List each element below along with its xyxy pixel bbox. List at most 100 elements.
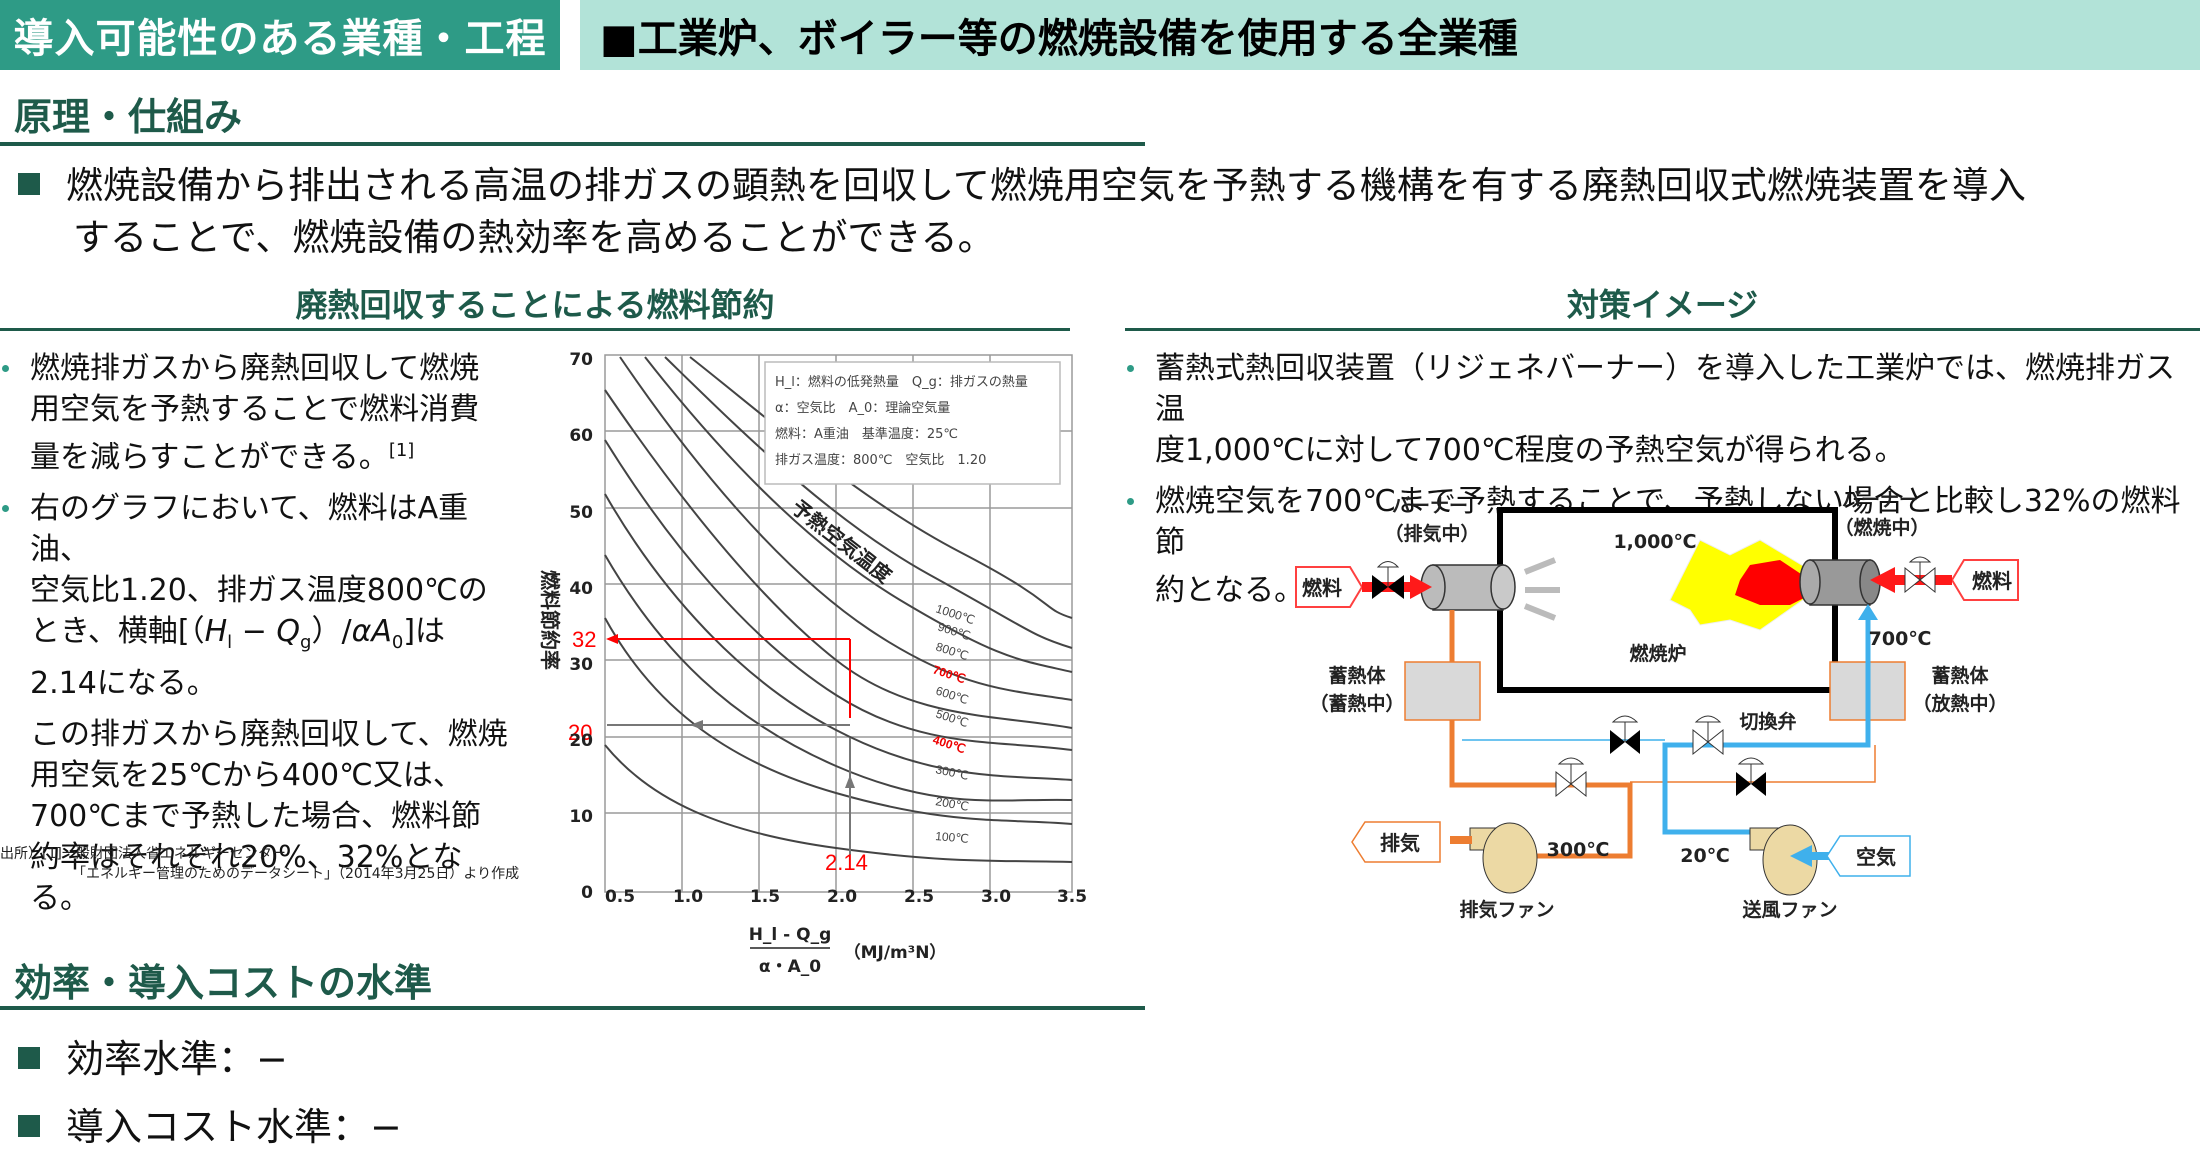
cost-level: 導入コスト水準：− [18,1096,402,1151]
citation-ref: [1] [388,440,415,461]
valve-closed-icon [1372,561,1404,599]
svg-text:（蓄熱中）: （蓄熱中） [1309,692,1404,715]
source-citation: 出所）[1]一般財団法人省エネルギーセンター 「エネルギー管理のためのデータシー… [0,846,520,882]
svg-text:燃焼炉: 燃焼炉 [1629,642,1686,665]
svg-text:70: 70 [569,350,593,370]
bullet-item: 右のグラフにおいて、燃料はA重油、 空気比1.20、排ガス温度800℃の とき、… [0,488,510,704]
svg-text:バーナー: バーナー [1842,489,1918,511]
description-line-2: することで、燃焼設備の熱効率を高めることができる。 [73,216,995,259]
svg-text:30: 30 [569,655,593,675]
y-axis-ticks: 0 10 20 30 40 50 60 70 [569,350,593,903]
y-axis-label: 燃料節約率 [538,570,562,670]
svg-text:3.0: 3.0 [981,887,1011,907]
switch-valve-icon [1555,757,1587,798]
svg-text:燃料: 燃料 [1972,569,2012,593]
svg-text:400℃: 400℃ [931,733,967,757]
efficiency-level: 効率水準：− [18,1028,288,1083]
svg-text:2.0: 2.0 [827,887,857,907]
svg-text:H_l：燃料の低発熱量 Q_g：排ガスの熱量: H_l：燃料の低発熱量 Q_g：排ガスの熱量 [775,374,1028,390]
air-inlet [1826,835,1911,877]
bullet-dot-icon [2,505,9,512]
square-bullet-icon [18,172,40,195]
bullet-line: 量を減らすことができる。 [30,440,389,475]
svg-text:排ガス温度：800℃ 空気比 1.20: 排ガス温度：800℃ 空気比 1.20 [775,452,986,468]
air-arrow-up-icon [1858,604,1878,620]
principle-divider [0,142,1145,146]
svg-text:（排気中）: （排気中） [1384,522,1479,545]
svg-text:バーナー: バーナー [1392,495,1468,517]
svg-text:0.5: 0.5 [605,887,635,907]
valve-open-icon [1904,556,1936,594]
annotation-labels: 32 20 2.14 [568,627,868,875]
svg-text:送風ファン: 送風ファン [1742,898,1837,921]
exhaust-outlet [1351,821,1441,863]
svg-text:32: 32 [572,627,596,652]
bullet-dot-icon [1127,498,1134,505]
switch-valve-icon [1692,715,1724,756]
left-panel-divider [0,328,1070,331]
chart-legend-box [764,361,1061,485]
svg-text:空気: 空気 [1856,845,1896,869]
right-panel-bullets: 蓄熱式熱回収装置（リジェネバーナー）を導入した工業炉では、燃焼排ガス温 度1,0… [1125,348,2200,621]
svg-text:300℃: 300℃ [1547,839,1610,861]
x-axis-ticks: 0.5 1.0 1.5 2.0 2.5 3.0 3.5 [605,887,1087,907]
right-burner-icon [1799,559,1881,606]
svg-text:500℃: 500℃ [934,707,970,731]
preheat-curves [604,356,1073,863]
switch-valve-icon [1736,757,1766,796]
explanation-paragraph: この排ガスから廃熱回収して、燃焼 用空気を25℃から400℃又は、 700℃まで… [30,717,508,916]
chart-svg: 1000℃ 900℃ 800℃ 700℃ 600℃ 500℃ 400℃ 300℃… [538,350,1087,977]
svg-text:20℃: 20℃ [1680,845,1729,867]
exhaust-fan-icon [1469,822,1538,894]
principle-title: 原理・仕組み [14,95,243,139]
bullet-line: 空気比1.20、排ガス温度800℃の [30,573,488,608]
chart-legend-text: H_l：燃料の低発熱量 Q_g：排ガスの熱量 α：空気比 A_0：理論空気量 燃… [775,374,1028,468]
right-panel-divider [1125,328,2200,331]
fuel-inlet-left [1295,566,1364,608]
svg-text:2.14: 2.14 [825,850,868,875]
svg-text:2.5: 2.5 [904,887,934,907]
left-panel-bullets: 燃焼排ガスから廃熱回収して燃焼 用空気を予熱することで燃料消費 量を減らすことが… [0,348,510,919]
principle-description: 燃焼設備から排出される高温の排ガスの顕熱を回収して燃焼用空気を予熱する機構を有す… [18,160,2198,264]
bullet-item: 蓄熱式熱回収装置（リジェネバーナー）を導入した工業炉では、燃焼排ガス温 度1,0… [1125,348,2200,471]
bullet-line: 用空気を予熱することで燃料消費 [30,392,480,427]
svg-text:20: 20 [569,731,593,751]
air-pipe [1662,615,1871,835]
svg-text:60: 60 [569,426,593,446]
svg-text:1.0: 1.0 [673,887,703,907]
fuel-arrow-left-icon [1410,575,1432,599]
svg-text:100℃: 100℃ [935,829,970,846]
svg-text:燃料: 燃料 [1302,576,1342,600]
svg-text:（MJ/m³N）: （MJ/m³N） [844,942,947,963]
svg-text:300℃: 300℃ [934,762,970,783]
fuel-saving-title: 廃熱回収することによる燃料節約 [295,286,775,324]
regenerative-burner-diagram: 燃料 燃料 [1295,489,2019,921]
svg-text:（燃焼中）: （燃焼中） [1834,516,1929,539]
bullet-dot-icon [2,365,9,372]
flame-inner-icon [1735,560,1810,605]
fuel-inlet-right [1950,559,2019,601]
svg-text:40: 40 [569,579,593,599]
bullet-line: 右のグラフにおいて、燃料はA重油、 [30,491,469,567]
countermeasure-image-title: 対策イメージ [1566,286,1759,324]
description-line-1: 燃焼設備から排出される高温の排ガスの顕熱を回収して燃焼用空気を予熱する機構を有す… [66,164,2026,207]
svg-text:10: 10 [569,807,593,827]
svg-text:200℃: 200℃ [934,794,969,814]
exhaust-pipe [1449,610,1633,859]
svg-text:切換弁: 切換弁 [1739,710,1796,733]
svg-text:燃料：A重油 基準温度：25℃: 燃料：A重油 基準温度：25℃ [775,426,958,442]
svg-text:（放熱中）: （放熱中） [1912,692,2007,715]
svg-text:700℃: 700℃ [1869,628,1932,650]
fuel-arrow-right-icon [1870,567,1895,593]
svg-text:700℃: 700℃ [931,663,967,687]
efficiency-title: 効率・導入コストの水準 [14,961,433,1005]
svg-text:α・A_0: α・A_0 [759,957,821,977]
svg-text:1,000℃: 1,000℃ [1613,531,1696,553]
regenerator-left [1404,661,1481,721]
svg-text:α：空気比 A_0：理論空気量: α：空気比 A_0：理論空気量 [775,400,950,416]
fuel-saving-chart: 1000℃ 900℃ 800℃ 700℃ 600℃ 500℃ 400℃ 300℃… [520,340,1100,980]
switch-valve-icon [1610,715,1640,754]
bullet-line: 燃焼排ガスから廃熱回収して燃焼 [30,351,480,386]
svg-text:20: 20 [568,720,592,745]
left-burner-icon [1420,564,1516,611]
